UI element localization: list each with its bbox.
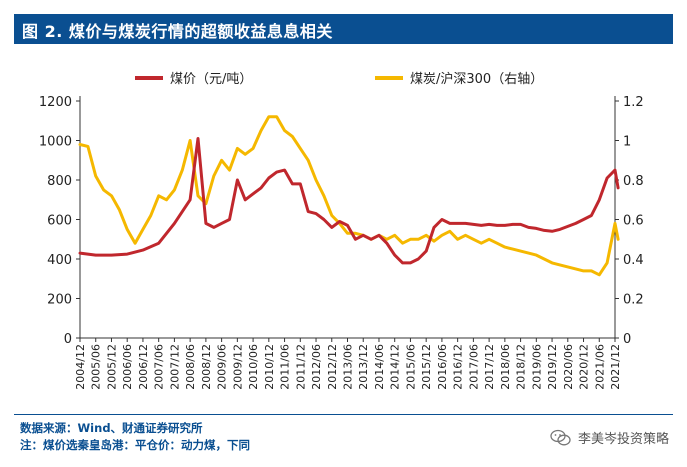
legend-label: 煤炭/沪深300（右轴）	[410, 71, 543, 87]
right-tick-label: 1.2	[623, 95, 644, 110]
x-tick-label: 2005/06	[90, 344, 103, 390]
x-tick-label: 2018/12	[515, 344, 528, 390]
x-tick-label: 2017/06	[467, 344, 480, 390]
legend: 煤价（元/吨） 煤炭/沪深300（右轴）	[135, 71, 543, 87]
footer-divider	[14, 414, 673, 415]
figure-title-bar: 图 2. 煤价与煤炭行情的超额收益息息相关	[14, 14, 673, 42]
x-tick-label: 2008/12	[200, 344, 213, 390]
legend-label: 煤价（元/吨）	[170, 72, 252, 87]
x-tick-label: 2020/12	[578, 344, 591, 390]
x-tick-label: 2011/12	[294, 344, 307, 390]
x-tick-label: 2007/06	[153, 344, 166, 390]
series-layer	[78, 115, 620, 277]
x-tick-label: 2004/12	[74, 344, 87, 390]
x-tick-label: 2021/12	[609, 344, 622, 390]
x-tick-label: 2006/06	[121, 344, 134, 390]
x-tick-label: 2005/12	[105, 344, 118, 390]
x-tick-label: 2015/06	[404, 344, 417, 390]
x-tick-label: 2012/12	[326, 344, 339, 390]
x-tick-label: 2019/06	[530, 344, 543, 390]
x-tick-label: 2010/06	[247, 344, 260, 390]
left-tick-label: 200	[47, 293, 72, 308]
x-tick-label: 2014/06	[373, 344, 386, 390]
left-tick-label: 1000	[39, 135, 72, 150]
note-text: 注：煤价选秦皇岛港：平仓价：动力煤，下同	[20, 438, 250, 452]
series-line-coal-hs300-ratio	[78, 115, 620, 277]
x-tick-label: 2014/12	[389, 344, 402, 390]
x-tick-label: 2006/12	[137, 344, 150, 390]
x-tick-label: 2011/06	[279, 344, 292, 390]
x-tick-label: 2008/06	[184, 344, 197, 390]
left-tick-label: 400	[47, 253, 72, 268]
right-tick-label: 0.8	[623, 174, 644, 189]
figure-title: 图 2. 煤价与煤炭行情的超额收益息息相关	[22, 22, 333, 41]
axes: 0 200 400 600 800 1000 1200 0 0.2 0.4 0.6 0.8 1 1.2 20…	[39, 95, 644, 390]
source-text: 数据来源：Wind、财通证券研究所	[20, 421, 203, 435]
x-tick-label: 2016/06	[436, 344, 449, 390]
x-tick-label: 2020/06	[562, 344, 575, 390]
x-tick-label: 2010/12	[263, 344, 276, 390]
title-underline	[14, 42, 673, 44]
x-tick-label: 2013/06	[342, 344, 355, 390]
x-tick-label: 2013/12	[357, 344, 370, 390]
series-line-coal-price	[78, 137, 620, 265]
right-tick-label: 0.2	[623, 293, 644, 308]
x-tick-label: 2012/06	[310, 344, 323, 390]
x-tick-label: 2017/12	[483, 344, 496, 390]
x-tick-label: 2009/12	[231, 344, 244, 390]
left-tick-label: 1200	[39, 95, 72, 110]
right-tick-label: 0.6	[623, 214, 644, 229]
x-tick-label: 2018/06	[499, 344, 512, 390]
left-tick-label: 0	[64, 332, 72, 347]
right-tick-label: 0.4	[623, 253, 644, 268]
right-tick-label: 0	[623, 332, 631, 347]
x-tick-label: 2016/12	[452, 344, 465, 390]
footer-notes: 数据来源：Wind、财通证券研究所 注：煤价选秦皇岛港：平仓价：动力煤，下同	[20, 420, 250, 454]
x-tick-label: 2015/12	[420, 344, 433, 390]
x-tick-label: 2009/06	[216, 344, 229, 390]
left-tick-label: 600	[47, 214, 72, 229]
wechat-icon	[550, 429, 571, 445]
x-tick-label: 2007/12	[168, 344, 181, 390]
x-tick-label: 2019/12	[546, 344, 559, 390]
watermark-text: 李美岑投资策略	[577, 432, 669, 447]
watermark: 李美岑投资策略	[550, 428, 669, 447]
left-tick-label: 800	[47, 174, 72, 189]
x-tick-label: 2021/06	[593, 344, 606, 390]
right-tick-label: 1	[623, 135, 631, 150]
